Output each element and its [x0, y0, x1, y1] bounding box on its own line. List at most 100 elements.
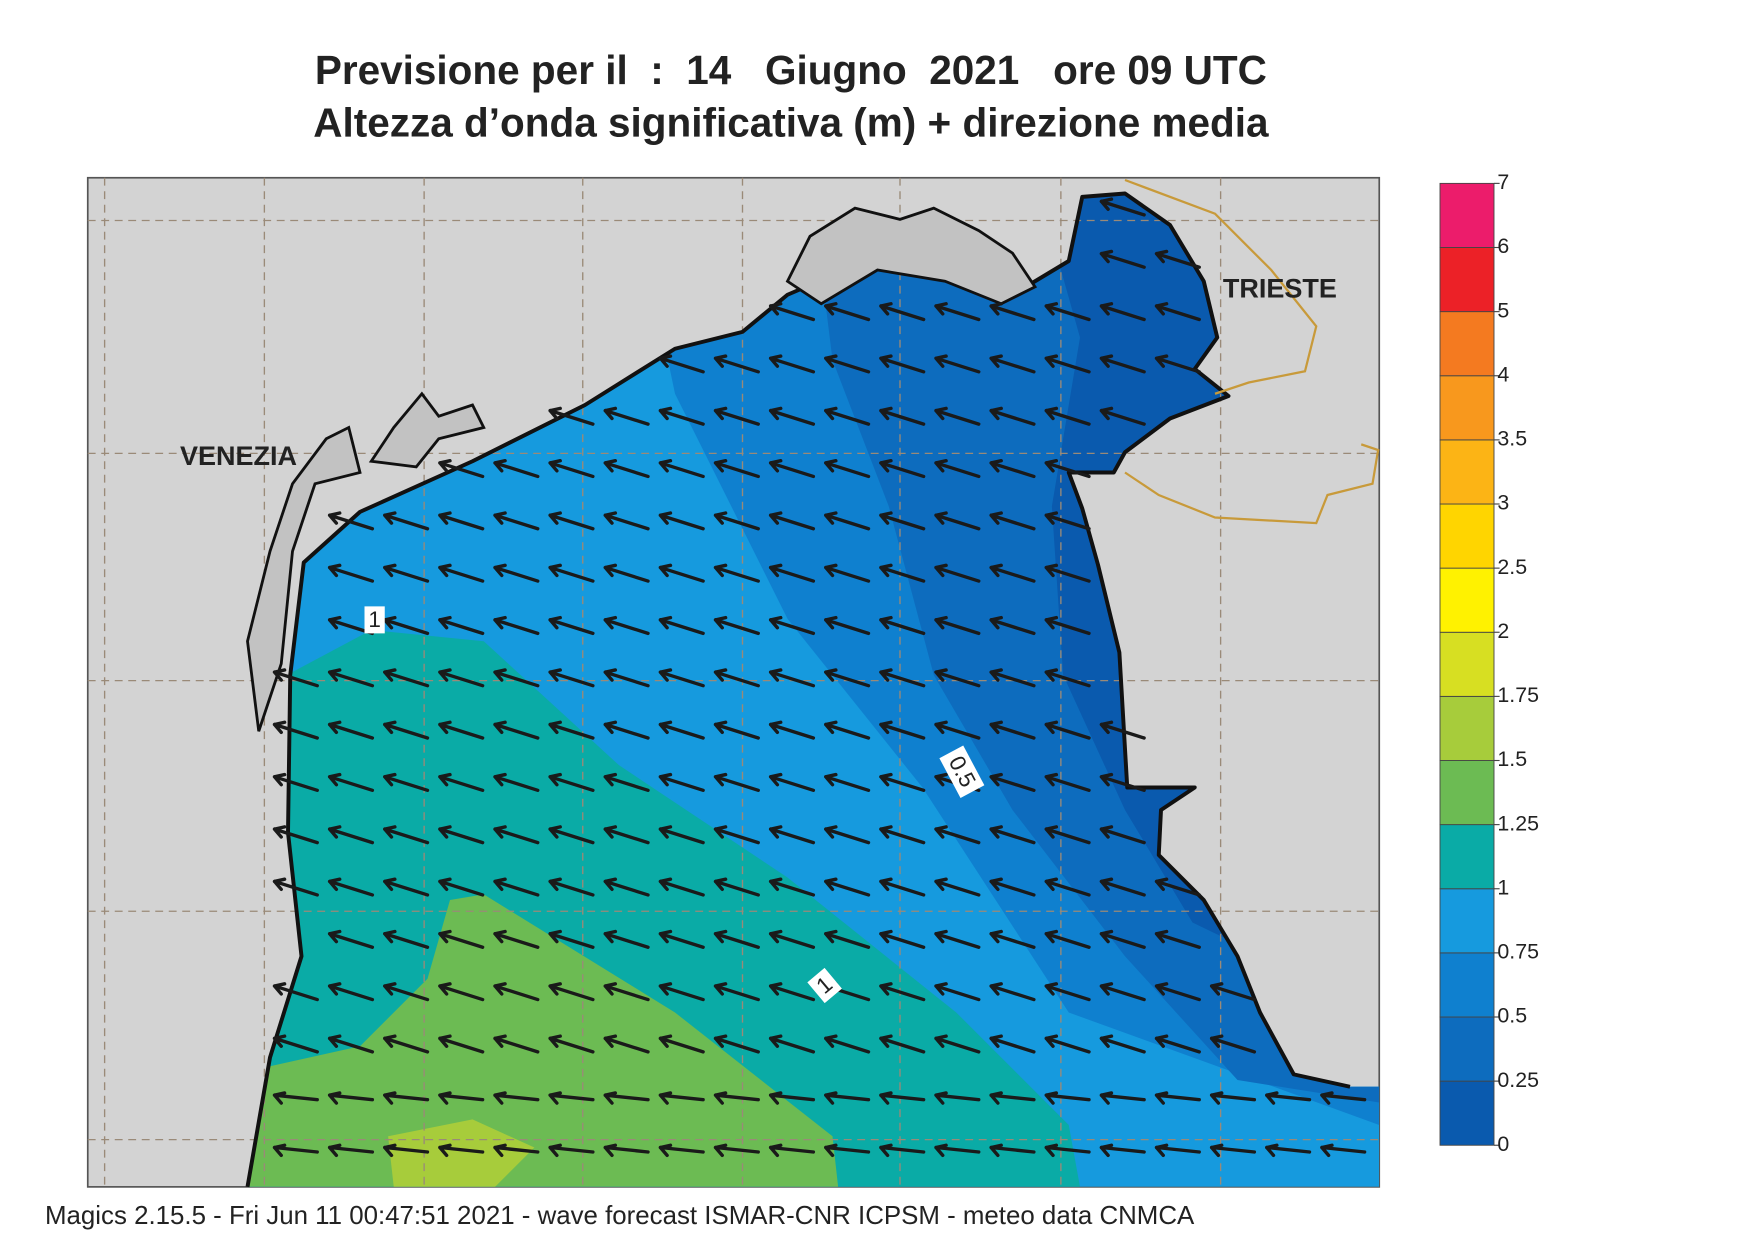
arrow — [934, 877, 981, 897]
title: Previsione per il : 14 Giugno 2021 ore 0… — [315, 47, 1267, 93]
arrow — [879, 615, 926, 636]
arrow — [879, 825, 926, 845]
arrow — [768, 982, 816, 1002]
arrow — [658, 511, 705, 531]
arrow — [1099, 1091, 1146, 1105]
arrow — [713, 1034, 760, 1054]
arrow — [548, 668, 595, 688]
arrow — [438, 615, 485, 636]
arrow — [879, 511, 926, 531]
arrow — [658, 1034, 705, 1054]
arrow — [327, 877, 375, 897]
arrow — [768, 1091, 816, 1105]
arrow — [989, 1034, 1036, 1054]
arrow — [438, 1034, 485, 1054]
border — [1124, 178, 1380, 525]
arrow — [989, 1143, 1036, 1158]
arrow — [1209, 1091, 1257, 1105]
arrow — [548, 563, 595, 583]
arrow — [1154, 929, 1201, 949]
arrow — [768, 563, 816, 583]
arrow — [658, 720, 705, 740]
arrow — [327, 825, 375, 845]
zone-125-15 — [247, 894, 839, 1187]
arrow — [1044, 877, 1091, 897]
arrow — [548, 459, 595, 479]
arrow — [989, 720, 1036, 740]
arrow — [934, 563, 981, 583]
arrow — [603, 668, 650, 688]
arrow — [1044, 354, 1091, 374]
arrow — [768, 302, 816, 322]
colorbar-band — [1439, 695, 1495, 761]
arrow — [658, 354, 705, 374]
arrow — [327, 929, 375, 949]
arrow — [1044, 1143, 1091, 1158]
arrow — [1099, 877, 1146, 897]
colorbar-band — [1439, 631, 1495, 697]
arrow — [1154, 1091, 1201, 1105]
colorbar-label: 3.5 — [1497, 427, 1527, 451]
arrow — [824, 563, 871, 583]
arrow — [383, 825, 430, 845]
arrow — [272, 982, 319, 1002]
arrow — [1044, 302, 1091, 322]
colorbar-band — [1439, 311, 1495, 377]
arrow — [1044, 406, 1091, 426]
arrow — [1044, 563, 1091, 583]
arrow — [1099, 1034, 1146, 1054]
arrow — [1265, 1143, 1312, 1158]
colorbar-label: 2.5 — [1497, 555, 1527, 579]
colorbar-band — [1439, 1080, 1495, 1146]
footer: Magics 2.15.5 - Fri Jun 11 00:47:51 2021… — [45, 1202, 1195, 1230]
arrow — [1320, 1091, 1367, 1105]
arrow — [768, 877, 816, 897]
arrow — [548, 877, 595, 897]
arrow — [548, 406, 595, 426]
arrow — [989, 772, 1036, 792]
direction-arrows — [272, 197, 1367, 1158]
arrow — [713, 459, 760, 479]
arrow — [603, 772, 650, 792]
arrow — [713, 354, 760, 374]
arrow — [603, 459, 650, 479]
arrow — [1099, 354, 1146, 374]
arrow — [824, 1091, 871, 1105]
arrow — [327, 563, 375, 583]
arrow — [658, 929, 705, 949]
colorbar-label: 7 — [1497, 170, 1509, 194]
arrow — [768, 459, 816, 479]
arrow — [383, 1143, 430, 1158]
arrow — [493, 668, 540, 688]
arrow — [879, 1034, 926, 1054]
arrow — [989, 302, 1036, 322]
arrow — [493, 825, 540, 845]
arrow — [989, 825, 1036, 845]
arrow — [1044, 720, 1091, 740]
arrow — [272, 877, 319, 897]
arrow — [1044, 668, 1091, 688]
arrow — [824, 929, 871, 949]
arrow — [1099, 982, 1146, 1002]
arrow — [1154, 877, 1201, 897]
arrow — [493, 1091, 540, 1105]
arrow — [934, 511, 981, 531]
arrow — [713, 563, 760, 583]
arrow — [548, 825, 595, 845]
arrow — [713, 615, 760, 636]
arrow — [879, 982, 926, 1002]
arrow — [989, 615, 1036, 636]
arrow — [1154, 1034, 1201, 1054]
arrow — [934, 354, 981, 374]
arrow — [824, 615, 871, 636]
arrow — [548, 982, 595, 1002]
arrow — [768, 720, 816, 740]
arrow — [879, 877, 926, 897]
arrow — [1154, 302, 1201, 322]
colorbar-label: 1.5 — [1497, 747, 1527, 771]
arrow — [272, 825, 319, 845]
arrow — [1099, 249, 1146, 269]
arrow — [438, 929, 485, 949]
arrow — [658, 772, 705, 792]
arrow — [658, 825, 705, 845]
